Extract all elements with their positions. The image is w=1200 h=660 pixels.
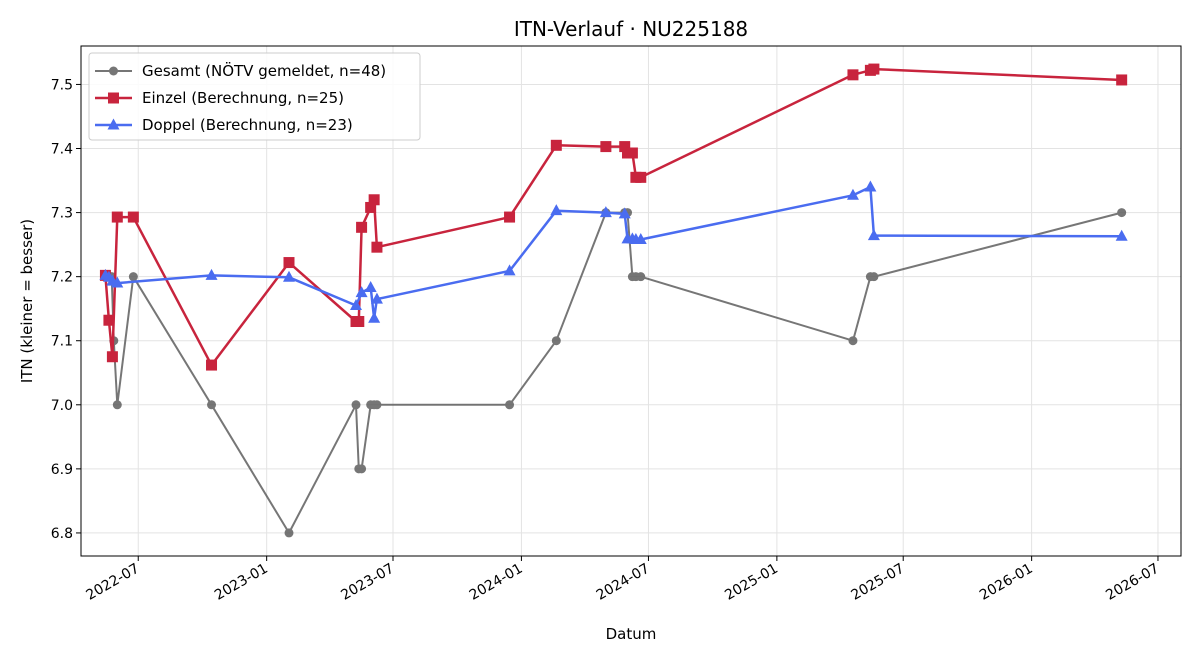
data-point xyxy=(351,400,361,410)
legend-swatch xyxy=(95,66,132,76)
series-1 xyxy=(99,63,1128,371)
data-point xyxy=(847,69,859,81)
data-point xyxy=(371,241,383,253)
data-point xyxy=(127,211,139,223)
data-point xyxy=(1116,74,1128,86)
data-point xyxy=(504,211,516,223)
data-point xyxy=(353,316,365,328)
y-tick-label: 6.8 xyxy=(51,526,73,542)
data-point xyxy=(356,221,368,233)
data-point xyxy=(848,336,858,346)
data-point xyxy=(372,400,382,410)
x-tick-label: 2024-07 xyxy=(594,561,653,604)
y-tick-label: 6.9 xyxy=(51,462,73,478)
data-point xyxy=(551,336,561,346)
data-point xyxy=(128,272,138,282)
data-point xyxy=(1117,208,1127,218)
data-point xyxy=(550,204,563,216)
legend-frame xyxy=(88,52,421,141)
data-point xyxy=(626,147,638,159)
data-point xyxy=(364,281,377,293)
data-point xyxy=(503,264,516,276)
data-point xyxy=(846,188,859,200)
x-tick-label: 2025-07 xyxy=(849,561,908,604)
data-point xyxy=(868,63,880,75)
data-point xyxy=(864,180,877,192)
legend-label-gesamt: Gesamt (NÖTV gemeldet, n=48) xyxy=(142,61,386,80)
y-tick-label: 7.2 xyxy=(51,270,73,286)
x-tick-label: 2023-07 xyxy=(338,561,397,604)
data-point xyxy=(550,139,562,151)
plot-frame xyxy=(80,45,1182,557)
x-tick-label: 2023-01 xyxy=(212,561,271,604)
data-point xyxy=(283,257,295,269)
series-2 xyxy=(99,180,1128,323)
data-point xyxy=(207,400,217,410)
data-point xyxy=(370,292,383,304)
legend-marker xyxy=(109,66,118,76)
x-axis-label: Datum xyxy=(606,625,657,643)
data-point xyxy=(869,272,879,282)
y-axis-label: ITN (kleiner = besser) xyxy=(18,219,36,383)
y-tick-label: 7.1 xyxy=(51,334,73,350)
x-tick-label: 2025-01 xyxy=(722,561,781,604)
data-point xyxy=(365,201,377,213)
legend-swatch xyxy=(95,118,132,130)
data-point xyxy=(600,141,612,153)
data-point xyxy=(111,276,124,288)
legend-label-doppel: Doppel (Berechnung, n=23) xyxy=(142,116,353,134)
data-point xyxy=(206,359,218,371)
data-point xyxy=(282,270,295,282)
data-point xyxy=(635,171,647,183)
data-point xyxy=(867,229,880,241)
data-point xyxy=(111,211,123,223)
data-point xyxy=(112,400,122,410)
data-point xyxy=(636,272,646,282)
legend-marker xyxy=(108,92,119,104)
data-point xyxy=(619,141,631,153)
x-tick-label: 2026-07 xyxy=(1103,561,1162,604)
plot-series xyxy=(99,63,1128,538)
x-tick-label: 2022-07 xyxy=(84,561,143,604)
legend: Gesamt (NÖTV gemeldet, n=48) Einzel (Ber… xyxy=(88,52,421,141)
chart-title: ITN-Verlauf · NU225188 xyxy=(514,17,748,41)
data-point xyxy=(599,206,612,218)
series-line xyxy=(105,211,1122,534)
data-point xyxy=(103,314,115,326)
x-tick-label: 2024-01 xyxy=(467,561,526,604)
data-point xyxy=(284,528,294,538)
data-point xyxy=(205,268,218,280)
legend-marks xyxy=(95,66,132,130)
data-point xyxy=(1115,229,1128,241)
y-tick-label: 7.0 xyxy=(51,398,73,414)
x-tick-label: 2026-01 xyxy=(977,561,1036,604)
y-tick-label: 7.4 xyxy=(51,142,73,158)
data-point xyxy=(368,311,381,323)
data-point xyxy=(505,400,515,410)
series-0 xyxy=(100,208,1127,538)
data-point xyxy=(357,464,367,474)
y-tick-label: 7.3 xyxy=(51,206,73,222)
data-point xyxy=(634,232,647,244)
data-point xyxy=(350,298,362,310)
data-point xyxy=(368,194,380,206)
legend-swatch xyxy=(95,92,132,104)
data-point xyxy=(618,207,631,219)
y-tick-label: 7.5 xyxy=(51,77,73,93)
legend-label-einzel: Einzel (Berechnung, n=25) xyxy=(142,89,344,107)
data-point xyxy=(106,351,118,363)
legend-marker xyxy=(107,118,120,130)
data-point xyxy=(355,286,368,298)
